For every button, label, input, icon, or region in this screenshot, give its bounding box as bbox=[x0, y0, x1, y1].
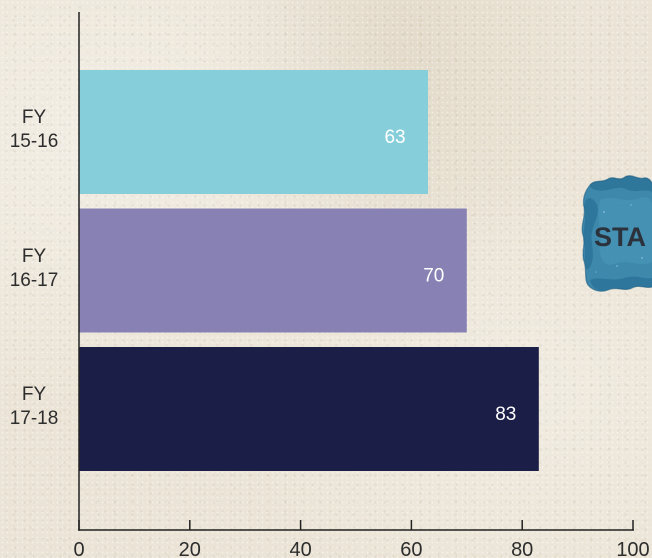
value-label-1: 63 bbox=[384, 127, 405, 148]
bar-3 bbox=[79, 347, 539, 471]
x-tick-label-100: 100 bbox=[616, 539, 649, 558]
blob-light-layer bbox=[598, 197, 652, 265]
blob-speckle bbox=[630, 204, 632, 206]
bar-1 bbox=[79, 70, 429, 194]
blob-base-layer bbox=[582, 175, 652, 292]
blob-dark-bottom-layer bbox=[590, 276, 652, 291]
watercolor-blob bbox=[581, 175, 652, 292]
blob-edge bbox=[581, 175, 652, 292]
blob-speckle bbox=[602, 210, 606, 214]
blob-speckle bbox=[616, 265, 618, 267]
category-label-2: FY 16-17 bbox=[9, 245, 59, 291]
x-ticks bbox=[78, 520, 634, 530]
value-label-2: 70 bbox=[423, 266, 444, 287]
side-badge-text: STA bbox=[594, 222, 646, 252]
value-labels: 63 70 83 bbox=[384, 127, 516, 425]
category-label-3: FY 17-18 bbox=[9, 384, 59, 429]
blob-speckle bbox=[595, 271, 597, 273]
blob-dark-top-layer bbox=[590, 175, 652, 192]
x-tick-label-40: 40 bbox=[289, 539, 311, 558]
category-label-1: FY 15-16 bbox=[9, 107, 59, 152]
x-tick-label-20: 20 bbox=[179, 539, 201, 558]
category-labels: FY 15-16 FY 16-17 FY 17-18 bbox=[0, 0, 70, 558]
x-tick-labels: 0 20 40 60 80 100 bbox=[73, 539, 649, 558]
value-label-3: 83 bbox=[495, 404, 516, 425]
x-tick-label-80: 80 bbox=[511, 539, 533, 558]
bar-2 bbox=[79, 208, 467, 333]
x-tick-label-60: 60 bbox=[400, 539, 422, 558]
blob-speckle bbox=[640, 256, 644, 260]
x-tick-label-0: 0 bbox=[73, 539, 84, 558]
bars bbox=[79, 70, 539, 471]
blob-dark-left-layer bbox=[583, 198, 598, 270]
